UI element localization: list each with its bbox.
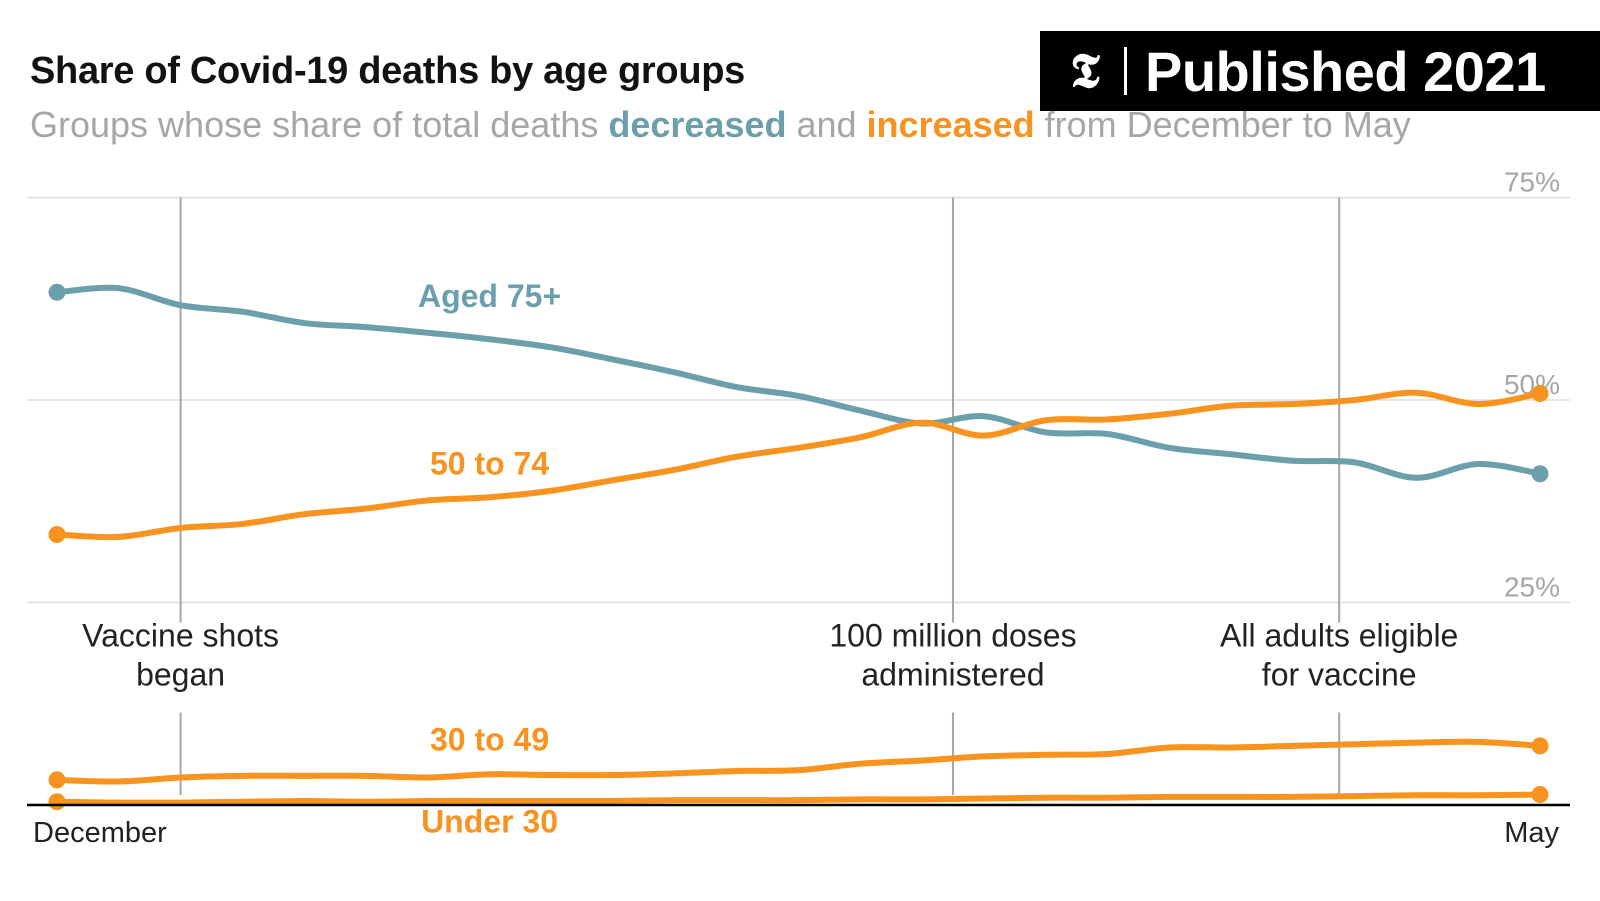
- x-axis-label-start: December: [33, 817, 167, 849]
- series-start-marker: [48, 525, 66, 543]
- series-label: Aged 75+: [418, 278, 561, 314]
- subtitle-decreased-keyword: decreased: [608, 104, 787, 145]
- subtitle-text-start: Groups whose share of total deaths: [30, 104, 609, 145]
- event-annotation-line: administered: [861, 657, 1044, 693]
- series-label: 50 to 74: [430, 446, 549, 482]
- series-end-marker: [1531, 385, 1549, 403]
- badge-divider: [1124, 47, 1127, 95]
- series-label: 30 to 49: [430, 722, 549, 758]
- series-start-marker: [48, 771, 66, 789]
- series-line: [54, 389, 1543, 541]
- series-start-marker: [48, 283, 66, 301]
- published-badge: 𝕿 Published 2021: [1040, 31, 1600, 111]
- series-start-marker: [48, 793, 66, 811]
- event-annotation-line: All adults eligible: [1220, 618, 1458, 654]
- event-annotation-line: Vaccine shots: [82, 618, 279, 654]
- subtitle-increased-keyword: increased: [866, 104, 1035, 145]
- event-annotation-line: for vaccine: [1262, 657, 1417, 693]
- series-end-marker: [1531, 465, 1549, 483]
- series-end-marker: [1531, 737, 1549, 755]
- chart-title: Share of Covid-19 deaths by age groups: [30, 50, 745, 92]
- event-annotation-line: began: [136, 657, 225, 693]
- subtitle-text-mid: and: [786, 104, 867, 145]
- event-annotation-line: 100 million doses: [829, 618, 1076, 654]
- y-tick-label: 25%: [1504, 572, 1560, 603]
- series-end-marker: [1531, 785, 1549, 803]
- series-label: Under 30: [421, 804, 558, 840]
- series-line: [54, 284, 1543, 481]
- chart-subtitle: Groups whose share of total deaths decre…: [30, 104, 1411, 146]
- series-line: [54, 791, 1543, 806]
- y-tick-label: 75%: [1504, 167, 1560, 198]
- x-axis-label-end: May: [1504, 817, 1559, 849]
- published-year-label: Published 2021: [1145, 39, 1546, 103]
- series-line: [54, 738, 1543, 785]
- nyt-logo-icon: 𝕿: [1070, 42, 1100, 99]
